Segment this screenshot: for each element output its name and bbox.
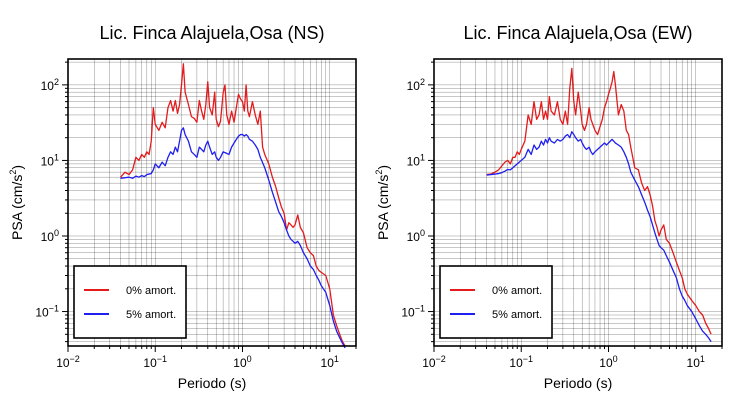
plot-frame bbox=[433, 58, 723, 347]
x-tick-label: 101 bbox=[687, 354, 705, 370]
plot-frame bbox=[67, 58, 357, 347]
y-tick-label: 101 bbox=[41, 152, 59, 168]
x-tick-label: 10−2 bbox=[56, 354, 80, 370]
axis-ticks bbox=[62, 61, 357, 352]
y-tick-label: 10−1 bbox=[35, 304, 59, 320]
x-tick-label: 100 bbox=[233, 354, 251, 370]
axis-ticks bbox=[428, 61, 723, 352]
chart-panel-ew: Lic. Finca Alajuela,Osa (EW) 10−2 10−1 100 1… bbox=[374, 23, 723, 391]
y-tick-label: 100 bbox=[407, 228, 425, 244]
x-tick-label: 10−2 bbox=[422, 354, 446, 370]
legend-box bbox=[439, 265, 553, 339]
y-tick-label: 102 bbox=[407, 77, 425, 93]
series-line-damping-5 bbox=[120, 127, 346, 349]
legend: 0% amort. 5% amort. bbox=[73, 265, 187, 339]
chart-title: Lic. Finca Alajuela,Osa (NS) bbox=[99, 23, 324, 43]
chart-panel-ns: Lic. Finca Alajuela,Osa (NS) 10−2 10−1 100 1… bbox=[8, 23, 357, 391]
y-tick-label: 102 bbox=[41, 77, 59, 93]
legend-label: 0% amort. bbox=[492, 285, 542, 297]
y-tick-label: 100 bbox=[41, 228, 59, 244]
y-tick-label: 10−1 bbox=[401, 304, 425, 320]
series-line-damping-0 bbox=[486, 67, 712, 335]
x-tick-label: 100 bbox=[599, 354, 617, 370]
series-line-damping-5 bbox=[486, 131, 712, 342]
chart-title: Lic. Finca Alajuela,Osa (EW) bbox=[463, 23, 692, 43]
x-tick-label: 10−1 bbox=[509, 354, 533, 370]
grid bbox=[67, 59, 357, 346]
y-axis-label: PSA (cm/s2) bbox=[374, 165, 391, 240]
x-axis-label: Periodo (s) bbox=[544, 375, 612, 391]
x-axis-label: Periodo (s) bbox=[178, 375, 246, 391]
x-tick-label: 101 bbox=[321, 354, 339, 370]
y-axis-label: PSA (cm/s2) bbox=[8, 165, 25, 240]
legend: 0% amort. 5% amort. bbox=[439, 265, 553, 339]
legend-label: 5% amort. bbox=[126, 309, 176, 321]
y-tick-label: 101 bbox=[407, 152, 425, 168]
legend-label: 5% amort. bbox=[492, 309, 542, 321]
legend-box bbox=[73, 265, 187, 339]
x-tick-label: 10−1 bbox=[143, 354, 167, 370]
legend-label: 0% amort. bbox=[126, 285, 176, 297]
series-line-damping-0 bbox=[120, 63, 346, 347]
